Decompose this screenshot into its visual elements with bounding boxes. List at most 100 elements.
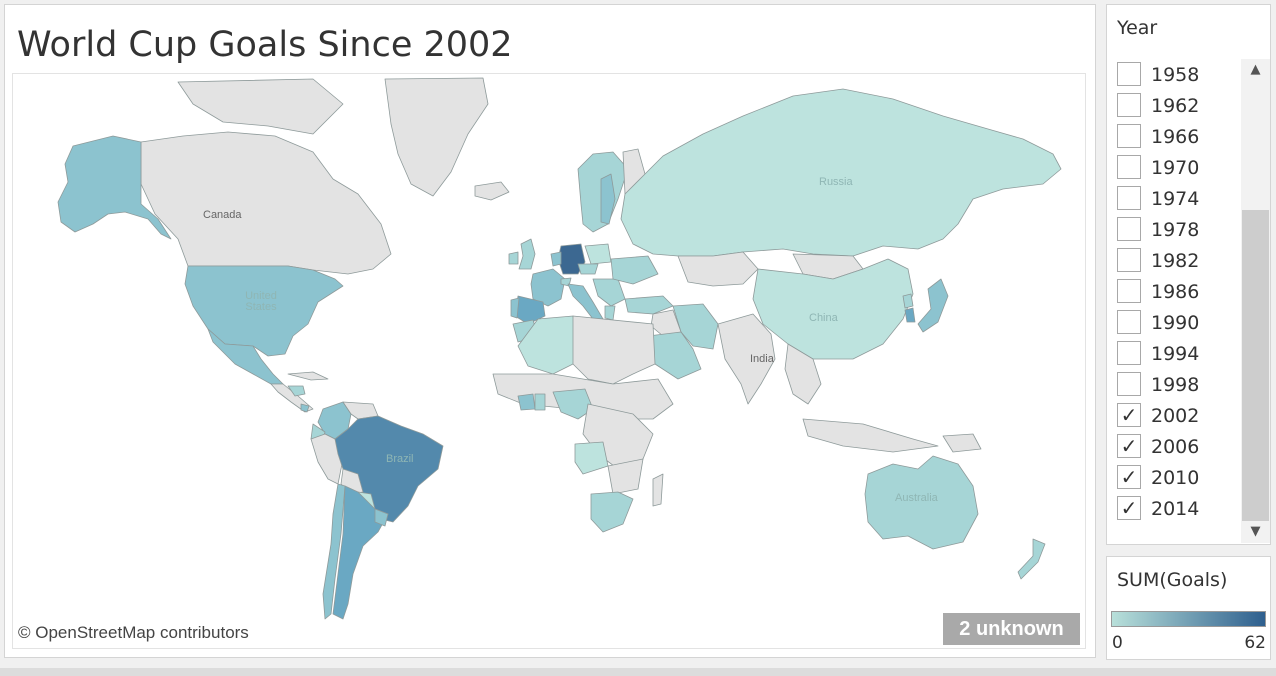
year-option[interactable]: 1982 xyxy=(1117,247,1237,275)
country-southern-africa[interactable] xyxy=(607,458,644,495)
checkbox-unchecked-icon[interactable] xyxy=(1117,62,1141,86)
year-filter-card: Year 1958 1962 1966 1970 1974 1978 1982 1986 199… xyxy=(1106,4,1271,545)
year-option[interactable]: 1978 xyxy=(1117,216,1237,244)
country-ukraine[interactable] xyxy=(610,255,659,285)
worksheet-title: World Cup Goals Since 2002 xyxy=(17,25,513,65)
country-north-africa[interactable] xyxy=(572,315,656,385)
country-greenland[interactable] xyxy=(384,77,489,197)
country-netherlands[interactable] xyxy=(550,251,562,267)
legend-title: SUM(Goals) xyxy=(1117,569,1228,591)
country-arctic-islands[interactable] xyxy=(177,78,344,135)
year-option-label: 2014 xyxy=(1151,498,1200,520)
country-canada[interactable] xyxy=(140,131,392,275)
country-cuba[interactable] xyxy=(287,371,329,381)
year-option-label: 1970 xyxy=(1151,157,1200,179)
country-nigeria-cameroon[interactable] xyxy=(552,388,594,420)
country-portugal[interactable] xyxy=(510,297,520,319)
country-iceland[interactable] xyxy=(474,181,510,201)
country-australia[interactable] xyxy=(864,455,979,550)
country-china[interactable] xyxy=(752,258,914,360)
scroll-thumb[interactable] xyxy=(1242,210,1269,521)
country-alaska[interactable] xyxy=(57,135,172,240)
country-costa-rica[interactable] xyxy=(300,403,310,413)
year-option[interactable]: ✓ 2002 xyxy=(1117,402,1237,430)
country-madagascar[interactable] xyxy=(652,473,664,507)
country-south-africa[interactable] xyxy=(590,491,634,533)
year-option[interactable]: 1986 xyxy=(1117,278,1237,306)
country-france[interactable] xyxy=(530,268,566,307)
year-filter-scrollbar[interactable]: ▲ ▼ xyxy=(1241,59,1270,543)
year-option[interactable]: ✓ 2006 xyxy=(1117,433,1237,461)
country-southeast-asia[interactable] xyxy=(784,343,822,405)
checkbox-unchecked-icon[interactable] xyxy=(1117,124,1141,148)
country-uk[interactable] xyxy=(518,238,536,270)
country-new-zealand[interactable] xyxy=(1017,538,1046,580)
country-south-korea[interactable] xyxy=(904,307,916,323)
checkbox-checked-icon[interactable]: ✓ xyxy=(1117,465,1141,489)
country-kazakhstan[interactable] xyxy=(677,251,759,287)
year-option[interactable]: ✓ 2010 xyxy=(1117,464,1237,492)
country-indonesia[interactable] xyxy=(802,418,939,453)
country-honduras[interactable] xyxy=(287,385,306,397)
map-label-canada: Canada xyxy=(203,209,242,221)
legend-color-ramp xyxy=(1111,611,1266,627)
country-chile[interactable] xyxy=(322,483,346,620)
country-balkans[interactable] xyxy=(592,278,626,307)
country-turkey[interactable] xyxy=(624,295,674,315)
country-usa[interactable] xyxy=(184,265,344,357)
year-option[interactable]: 1958 xyxy=(1117,61,1237,89)
year-option[interactable]: 1966 xyxy=(1117,123,1237,151)
map-attribution: © OpenStreetMap contributors xyxy=(18,623,249,642)
map-canvas[interactable] xyxy=(13,74,1085,648)
checkbox-checked-icon[interactable]: ✓ xyxy=(1117,434,1141,458)
country-czech[interactable] xyxy=(577,263,599,275)
country-papua[interactable] xyxy=(942,433,982,453)
checkbox-unchecked-icon[interactable] xyxy=(1117,217,1141,241)
checkbox-unchecked-icon[interactable] xyxy=(1117,341,1141,365)
year-option-label: 1982 xyxy=(1151,250,1200,272)
country-ivory-coast[interactable] xyxy=(517,393,536,411)
country-poland[interactable] xyxy=(584,243,612,265)
country-india[interactable] xyxy=(717,313,776,405)
checkbox-unchecked-icon[interactable] xyxy=(1117,372,1141,396)
world-map[interactable]: Canada Russia United States China India … xyxy=(12,73,1086,649)
checkbox-unchecked-icon[interactable] xyxy=(1117,248,1141,272)
year-option-label: 1994 xyxy=(1151,343,1200,365)
country-angola[interactable] xyxy=(574,441,609,475)
unknown-locations-badge[interactable]: 2 unknown xyxy=(943,613,1080,645)
year-option[interactable]: 1962 xyxy=(1117,92,1237,120)
year-option-label: 1958 xyxy=(1151,64,1200,86)
year-option[interactable]: 1974 xyxy=(1117,185,1237,213)
checkbox-unchecked-icon[interactable] xyxy=(1117,186,1141,210)
country-sweden[interactable] xyxy=(600,173,616,225)
checkbox-unchecked-icon[interactable] xyxy=(1117,279,1141,303)
country-ghana[interactable] xyxy=(534,393,546,411)
country-peru[interactable] xyxy=(310,433,344,485)
checkbox-checked-icon[interactable]: ✓ xyxy=(1117,496,1141,520)
year-option-label: 1998 xyxy=(1151,374,1200,396)
country-japan[interactable] xyxy=(917,278,949,333)
bottom-scroll-strip xyxy=(0,668,1276,676)
checkbox-unchecked-icon[interactable] xyxy=(1117,310,1141,334)
country-north-korea[interactable] xyxy=(902,293,914,309)
map-label-united-states: United States xyxy=(245,290,277,313)
scroll-down-icon[interactable]: ▼ xyxy=(1250,524,1261,539)
color-legend-card: SUM(Goals) 0 62 xyxy=(1106,556,1271,660)
checkbox-unchecked-icon[interactable] xyxy=(1117,155,1141,179)
country-russia[interactable] xyxy=(620,88,1062,257)
year-option[interactable]: 1998 xyxy=(1117,371,1237,399)
year-option[interactable]: 1994 xyxy=(1117,340,1237,368)
checkbox-unchecked-icon[interactable] xyxy=(1117,93,1141,117)
country-ireland[interactable] xyxy=(508,251,519,265)
map-label-india: India xyxy=(750,353,774,365)
year-option[interactable]: 1970 xyxy=(1117,154,1237,182)
year-option[interactable]: ✓ 2014 xyxy=(1117,495,1237,523)
year-option-label: 2010 xyxy=(1151,467,1200,489)
country-uruguay[interactable] xyxy=(374,508,389,527)
year-option[interactable]: 1990 xyxy=(1117,309,1237,337)
checkbox-checked-icon[interactable]: ✓ xyxy=(1117,403,1141,427)
scroll-up-icon[interactable]: ▲ xyxy=(1250,62,1261,77)
year-option-label: 1966 xyxy=(1151,126,1200,148)
country-greece[interactable] xyxy=(604,305,616,321)
year-option-label: 1974 xyxy=(1151,188,1200,210)
